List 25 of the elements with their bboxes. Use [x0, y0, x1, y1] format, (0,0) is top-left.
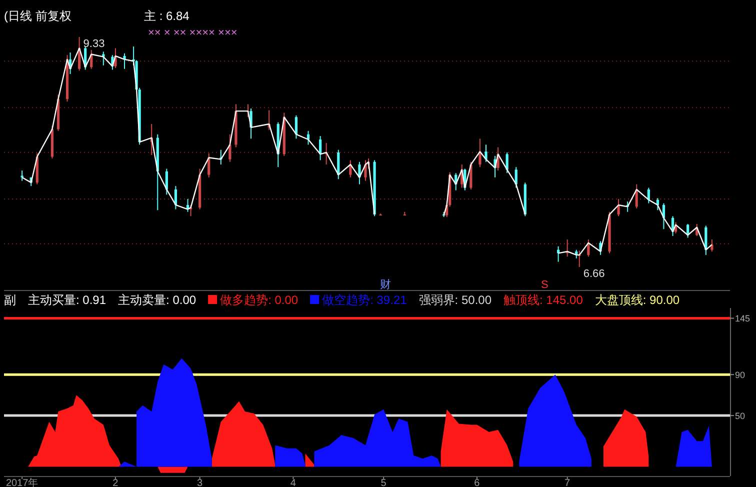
text: S [541, 279, 548, 291]
chart-title: (日线 前复权 [4, 9, 72, 23]
annotation: ×× × ×× ×××× ××× [148, 27, 238, 39]
text: 副 [4, 293, 16, 307]
x-tick-label: 5 [380, 478, 387, 487]
y-tick-label: 90 [735, 370, 746, 380]
y-tick-label: 145 [735, 314, 750, 324]
y-tick-label: 50 [735, 411, 746, 422]
annotation: 6.66 [583, 268, 605, 280]
text: 主 : 6.84 [144, 9, 190, 23]
ref-line-label: 大盘顶线: 90.00 [594, 293, 680, 307]
x-tick-label: 3 [197, 478, 204, 487]
legend-label: 做多趋势: 0.00 [220, 293, 298, 307]
text: 财 [380, 278, 391, 291]
legend-label: 做空趋势: 39.21 [322, 293, 408, 307]
ref-line-label: 强弱界: 50.00 [418, 293, 492, 307]
ref-line-label: 触顶线: 145.00 [504, 293, 584, 307]
x-tick-label: 2017年 [6, 477, 38, 487]
x-tick-label: 4 [290, 478, 296, 487]
x-tick-label: 7 [564, 478, 571, 487]
text: 主动买量: 0.91 [28, 293, 106, 307]
annotation: 9.33 [83, 38, 105, 50]
text: 主动卖量: 0.00 [118, 293, 196, 307]
x-tick-label: 6 [474, 478, 480, 487]
x-tick-label: 2 [112, 478, 119, 487]
